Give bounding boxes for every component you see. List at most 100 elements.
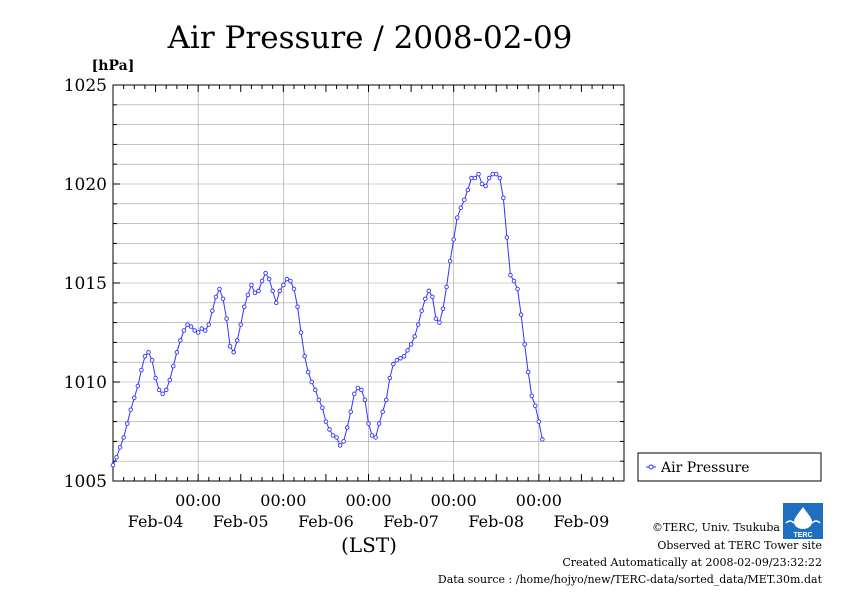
data-point (124, 421, 130, 426)
data-point (462, 197, 467, 203)
data-point (146, 350, 151, 355)
data-point (174, 350, 180, 355)
data-point (270, 288, 275, 294)
data-point (348, 409, 354, 414)
data-point (192, 328, 197, 333)
data-point (479, 181, 485, 187)
data-point (128, 407, 133, 412)
data-point (458, 205, 464, 211)
x-day-label: Feb-04 (128, 512, 184, 531)
data-point (117, 445, 123, 450)
data-point (298, 330, 304, 335)
data-point (380, 409, 385, 414)
data-point (295, 304, 300, 310)
footer-created: Created Automatically at 2008-02-09/23:3… (562, 556, 822, 569)
data-point (426, 288, 432, 294)
x-day-label: Feb-06 (298, 512, 354, 531)
footer-observed: Observed at TERC Tower site (657, 539, 822, 552)
data-point (451, 237, 456, 242)
plot-area (110, 84, 625, 482)
data-point (114, 454, 119, 460)
data-point (199, 326, 204, 331)
data-point (156, 387, 162, 393)
data-point (486, 175, 492, 181)
data-point (437, 320, 442, 325)
data-point (536, 419, 542, 424)
data-point (454, 215, 460, 220)
x-day-label: Feb-08 (468, 512, 524, 531)
data-point (522, 342, 527, 347)
data-point (391, 361, 396, 367)
data-point (263, 270, 268, 276)
data-point (132, 395, 137, 401)
data-point (135, 383, 141, 389)
data-point (139, 367, 144, 373)
data-point (369, 433, 375, 438)
data-point (238, 322, 243, 327)
y-tick-label: 1020 (64, 175, 107, 195)
data-point (195, 330, 201, 335)
data-point (412, 334, 417, 339)
data-point (213, 294, 219, 300)
data-point (447, 258, 453, 264)
data-point (515, 286, 520, 292)
data-point (344, 425, 350, 430)
data-point (284, 276, 290, 282)
x-time-label: 00:00 (516, 491, 562, 510)
data-point (540, 437, 545, 442)
data-point (490, 171, 495, 177)
data-point (508, 272, 513, 278)
data-point (362, 397, 368, 403)
data-point (256, 288, 261, 294)
data-point (231, 350, 236, 355)
terc-logo-drop-icon (794, 507, 812, 529)
data-point (401, 354, 407, 359)
data-point (376, 421, 382, 426)
grid-lines (113, 85, 624, 481)
data-point (323, 419, 329, 424)
terc-logo-text: TERC (793, 532, 812, 539)
data-point (203, 328, 208, 333)
data-point (153, 375, 158, 381)
data-point (281, 282, 286, 288)
data-point (291, 286, 297, 292)
data-point (305, 369, 311, 375)
data-point (185, 322, 190, 327)
data-point (472, 175, 478, 181)
data-point (444, 284, 449, 290)
x-time-label: 00:00 (345, 491, 391, 510)
data-point (440, 306, 446, 311)
data-point (171, 363, 176, 369)
data-point (249, 282, 254, 288)
data-point (419, 308, 424, 313)
data-point (337, 443, 343, 448)
data-point (210, 308, 215, 313)
data-point (163, 387, 169, 393)
data-point (518, 312, 524, 317)
data-point (121, 435, 126, 440)
x-day-label: Feb-05 (213, 512, 269, 531)
data-point (359, 387, 364, 393)
x-axis-time-labels: 00:00 00:00 00:00 00:00 00:00 (175, 491, 562, 510)
data-point (433, 316, 439, 321)
footer-copyright: ©TERC, Univ. Tsukuba (652, 521, 780, 534)
legend-marker-swatch (648, 464, 654, 470)
legend-entry-air-pressure: Air Pressure (660, 460, 750, 476)
data-point (245, 292, 251, 298)
data-point (320, 405, 325, 410)
x-axis-ticks (112, 85, 625, 481)
y-tick-label: 1005 (64, 472, 107, 492)
data-point (181, 328, 187, 333)
data-point (252, 290, 258, 296)
series-air-pressure (110, 171, 545, 468)
x-axis-label: (LST) (341, 533, 397, 557)
data-point (178, 338, 183, 343)
legend: Air Pressure (637, 452, 822, 482)
data-point (302, 354, 307, 359)
data-point (160, 391, 165, 397)
data-point (334, 435, 339, 440)
data-point (469, 175, 474, 181)
data-point (529, 393, 534, 399)
data-point (504, 235, 510, 240)
